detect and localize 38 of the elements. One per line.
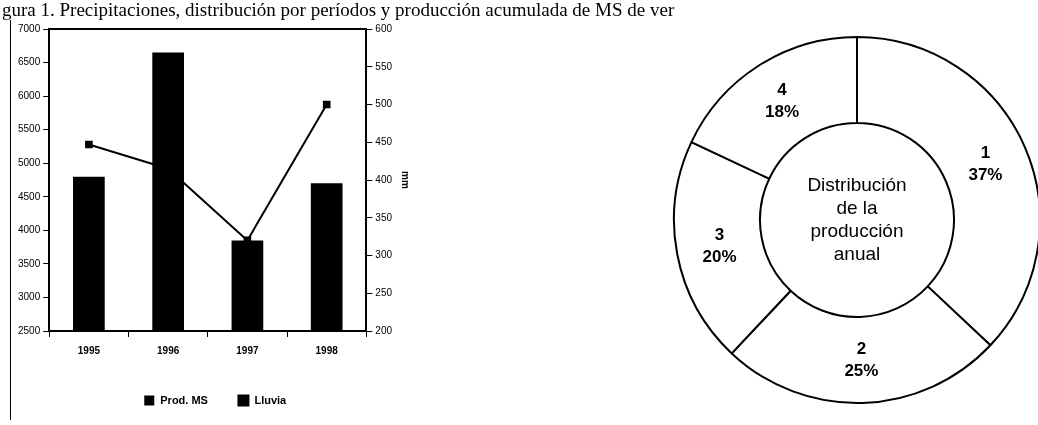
slice-label: 2 (856, 338, 867, 358)
point (322, 100, 331, 109)
y2-tick-label: 250 (375, 287, 393, 298)
y-tick-label: 7000 (18, 22, 41, 34)
y2-axis-title: mm (400, 171, 412, 189)
y-tick-label: 5000 (18, 156, 41, 168)
y-tick-label: 3000 (18, 291, 41, 303)
slice-label: 1 (980, 143, 991, 163)
slice-label: 4 (777, 80, 788, 100)
y-tick-label: 4500 (18, 190, 41, 202)
y-tick-label: 6500 (18, 56, 41, 68)
x-tick-label: 1998 (315, 344, 339, 356)
y-tick-label: 4000 (18, 224, 41, 236)
y-tick-label: 2500 (18, 324, 41, 336)
text: Distribución de la producción anual (807, 173, 907, 264)
x-tick-label: 1997 (236, 344, 259, 356)
y-tick-label: 3500 (18, 257, 41, 269)
legend-label: Lluvia (254, 393, 288, 406)
y2-tick-label: 550 (375, 60, 393, 72)
point (85, 140, 93, 149)
slice-label: 3 (714, 224, 725, 244)
x-tick-label: 1995 (77, 344, 101, 356)
data-label: 20% (702, 246, 737, 266)
y2-tick-label: 350 (375, 211, 393, 223)
chart-title: gura 1. Precipitaciones, distribución por períodos y producción acumulada de MS de ver (1, 0, 676, 20)
x-tick-label: 1996 (157, 344, 180, 356)
data-label: 18% (764, 102, 799, 122)
y2-tick-label: 500 (375, 98, 393, 110)
y2-tick-label: 200 (375, 324, 393, 336)
data-label: 25% (844, 360, 879, 380)
y-tick-label: 6000 (18, 89, 41, 101)
y2-tick-label: 400 (375, 173, 393, 185)
data-label: 37% (968, 165, 1003, 185)
y2-tick-label: 450 (375, 136, 393, 147)
y2-tick-label: 600 (375, 22, 393, 34)
legend-label: Prod. MS (160, 393, 208, 406)
y2-tick-label: 300 (375, 249, 393, 261)
y-tick-label: 5500 (18, 123, 41, 135)
